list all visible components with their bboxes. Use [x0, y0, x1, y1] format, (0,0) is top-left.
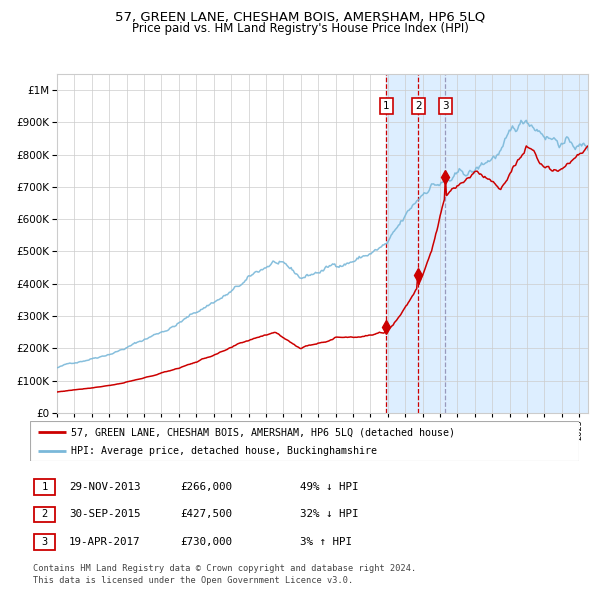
Text: HPI: Average price, detached house, Buckinghamshire: HPI: Average price, detached house, Buck… — [71, 447, 377, 456]
Text: £427,500: £427,500 — [180, 510, 232, 519]
Text: 32% ↓ HPI: 32% ↓ HPI — [300, 510, 359, 519]
Text: 1: 1 — [383, 101, 389, 111]
Text: 2: 2 — [41, 510, 47, 519]
Text: Contains HM Land Registry data © Crown copyright and database right 2024.
This d: Contains HM Land Registry data © Crown c… — [33, 565, 416, 585]
Text: £266,000: £266,000 — [180, 482, 232, 491]
Text: Price paid vs. HM Land Registry's House Price Index (HPI): Price paid vs. HM Land Registry's House … — [131, 22, 469, 35]
Text: 19-APR-2017: 19-APR-2017 — [69, 537, 140, 547]
Text: 29-NOV-2013: 29-NOV-2013 — [69, 482, 140, 491]
Text: £730,000: £730,000 — [180, 537, 232, 547]
Text: 30-SEP-2015: 30-SEP-2015 — [69, 510, 140, 519]
Text: 49% ↓ HPI: 49% ↓ HPI — [300, 482, 359, 491]
Text: 3: 3 — [442, 101, 449, 111]
Text: 1: 1 — [41, 482, 47, 491]
Bar — [386, 74, 588, 413]
Text: 3: 3 — [41, 537, 47, 547]
Text: 3% ↑ HPI: 3% ↑ HPI — [300, 537, 352, 547]
Text: 57, GREEN LANE, CHESHAM BOIS, AMERSHAM, HP6 5LQ (detached house): 57, GREEN LANE, CHESHAM BOIS, AMERSHAM, … — [71, 427, 455, 437]
Text: 2: 2 — [415, 101, 422, 111]
Text: 57, GREEN LANE, CHESHAM BOIS, AMERSHAM, HP6 5LQ: 57, GREEN LANE, CHESHAM BOIS, AMERSHAM, … — [115, 11, 485, 24]
